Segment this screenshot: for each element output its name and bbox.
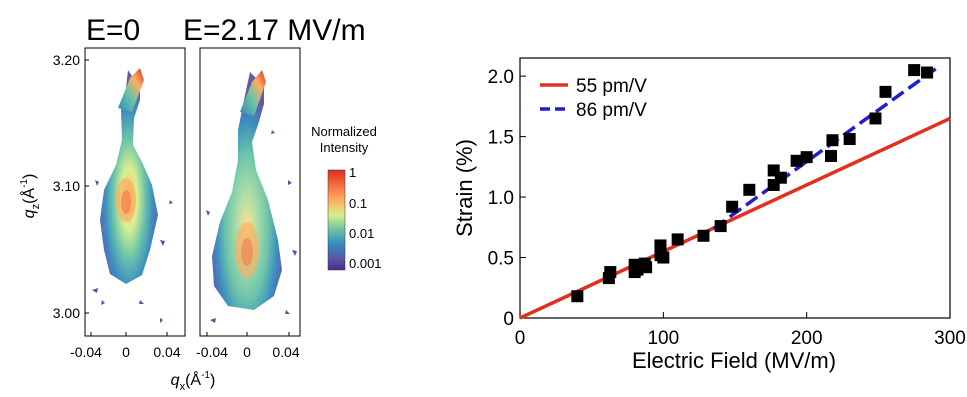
data-point: [654, 239, 667, 252]
y-label-unit: (Å: [19, 188, 38, 204]
plot-lines: [519, 67, 951, 320]
x-tick-label: 100: [647, 328, 679, 349]
y-tick-label: 0.5: [488, 249, 514, 270]
data-point: [879, 85, 892, 98]
colorbar-tick: 0.01: [349, 226, 374, 241]
plot-x-axis-label: Electric Field (MV/m): [632, 348, 836, 373]
heatmap-right-blob: [212, 72, 282, 310]
plot-points: [571, 64, 934, 303]
colorbar-tick: 0.001: [349, 256, 382, 271]
y-tick-label: 1.0: [488, 188, 514, 209]
x-tick-label: 200: [791, 328, 823, 349]
data-point: [657, 251, 670, 264]
fit-line-86-pm-v: [712, 67, 937, 230]
x-tick-label: -0.04: [70, 344, 102, 360]
heatmap-left-blob: [100, 70, 158, 284]
plot-ticks: 0 100 200 300 0 0.5 1.0 1.5 2.0: [488, 67, 966, 349]
data-point: [825, 149, 838, 162]
heatmap-y-axis-label: qz(Å-1): [19, 174, 42, 219]
colorbar-tick: 0.1: [349, 196, 367, 211]
heatmap-left-streak: [118, 68, 144, 112]
x-tick-label: 0: [243, 344, 251, 360]
legend-label-55: 55 pm/V: [576, 76, 647, 97]
colorbar-title-line2: Intensity: [320, 140, 369, 155]
data-point: [908, 64, 921, 77]
data-point: [826, 134, 839, 147]
fit-line-55-pm-v: [519, 116, 951, 320]
panel-title-left: E=0: [86, 14, 140, 47]
heatmap-right: -0.04 0 0.04: [196, 47, 301, 360]
data-point: [774, 171, 787, 184]
heatmap-right-core-inner: [241, 238, 253, 266]
heatmap-left: 3.20 3.10 3.00 -0.04 0 0.04: [53, 47, 186, 360]
y-tick-label: 2.0: [488, 67, 514, 88]
y-tick-label: 0: [503, 309, 514, 330]
plot-y-axis-label: Strain (%): [452, 139, 477, 237]
x-label-exp: -1: [201, 370, 210, 381]
data-point: [671, 233, 684, 246]
data-point: [921, 66, 934, 79]
x-label-unit: (Å: [185, 370, 201, 389]
heatmap-right-streak: [240, 70, 266, 116]
panel-title-right: E=2.17 MV/m: [183, 14, 366, 47]
legend-label-86: 86 pm/V: [576, 100, 647, 121]
x-tick-label: 0.04: [272, 344, 299, 360]
x-tick-label: 0: [515, 328, 526, 349]
x-label-main: q: [171, 372, 180, 389]
data-point: [869, 112, 882, 125]
colorbar: Normalized Intensity 1 0.1 0.01 0.001: [311, 124, 381, 271]
plot-frame: [519, 57, 951, 319]
legend: 55 pm/V 86 pm/V: [540, 76, 647, 121]
data-point: [743, 183, 756, 196]
data-point: [571, 290, 584, 303]
data-point: [604, 266, 617, 279]
heatmap-left-core-inner: [121, 190, 131, 214]
x-tick-label: 300: [934, 328, 966, 349]
data-point: [790, 154, 803, 167]
y-label-main: q: [21, 209, 38, 218]
data-point: [640, 261, 653, 274]
heatmap-x-axis-label: qx(Å-1): [171, 370, 216, 393]
data-point: [714, 220, 727, 233]
x-label-close: ): [210, 372, 215, 389]
colorbar-title-line1: Normalized: [311, 124, 377, 139]
y-tick-label: 3.10: [53, 178, 80, 194]
y-label-close: ): [21, 174, 38, 179]
x-tick-label: 0: [122, 344, 130, 360]
y-label-sub: z: [30, 204, 42, 210]
y-tick-label: 3.00: [53, 305, 80, 321]
colorbar-gradient: [327, 169, 346, 271]
x-tick-label: -0.04: [196, 344, 228, 360]
heatmap-left-x-ticks: -0.04 0 0.04: [70, 332, 181, 360]
y-tick-label: 3.20: [53, 52, 80, 68]
x-tick-label: 0.04: [153, 344, 180, 360]
data-point: [697, 229, 710, 242]
heatmap-right-x-ticks: -0.04 0 0.04: [196, 332, 300, 360]
data-point: [843, 133, 856, 146]
data-point: [726, 200, 739, 213]
colorbar-tick: 1: [349, 165, 356, 180]
y-tick-label: 1.5: [488, 128, 514, 149]
heatmap-y-ticks: 3.20 3.10 3.00: [53, 52, 89, 321]
x-label-sub: x: [180, 381, 186, 393]
y-label-exp: -1: [19, 179, 30, 188]
data-point: [800, 151, 813, 164]
